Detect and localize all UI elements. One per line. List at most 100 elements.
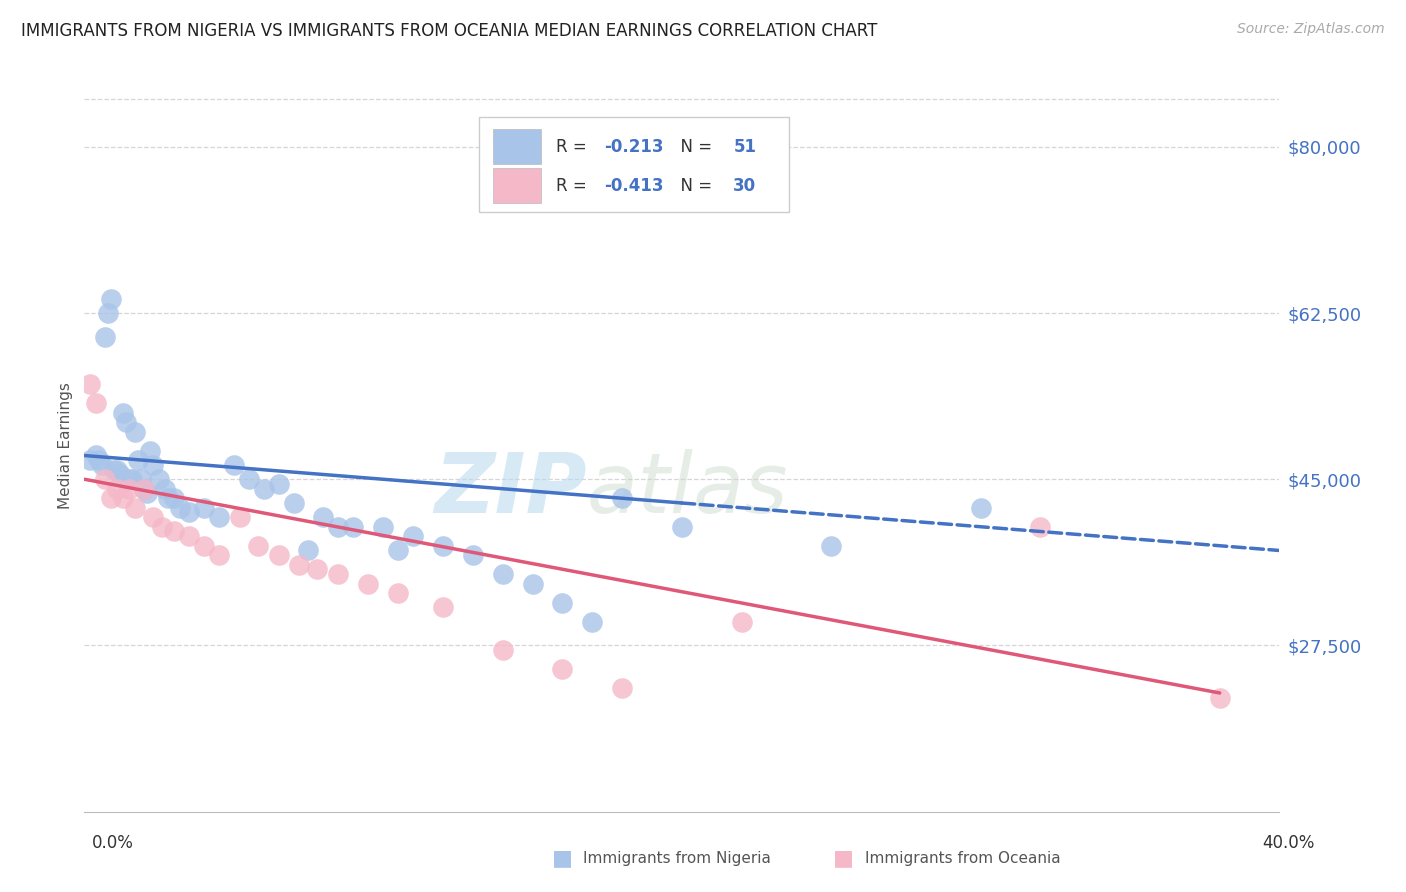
Point [492, 567, 515, 582]
Point [432, 539, 454, 553]
Point [105, 463, 128, 477]
Point [100, 491, 122, 506]
Point [307, 562, 329, 576]
FancyBboxPatch shape [494, 168, 541, 203]
Point [112, 406, 135, 420]
Point [91, 458, 114, 472]
Point [139, 443, 162, 458]
Point [238, 472, 260, 486]
Text: Source: ZipAtlas.com: Source: ZipAtlas.com [1237, 22, 1385, 37]
Point [461, 548, 484, 562]
Point [297, 543, 319, 558]
Point [129, 472, 152, 486]
Text: Immigrants from Nigeria: Immigrants from Nigeria [583, 851, 772, 865]
Point [163, 524, 186, 539]
Text: -0.413: -0.413 [605, 177, 664, 194]
Point [551, 662, 574, 676]
Point [132, 482, 156, 496]
Point [115, 415, 138, 429]
Point [97, 306, 120, 320]
Point [208, 548, 231, 562]
Point [492, 643, 515, 657]
Point [110, 467, 132, 482]
Text: R =: R = [557, 177, 592, 194]
Point [124, 500, 146, 515]
Point [246, 539, 269, 553]
Point [229, 510, 252, 524]
Point [105, 482, 128, 496]
Point [342, 520, 364, 534]
Text: 30: 30 [734, 177, 756, 194]
Point [124, 425, 146, 439]
Point [288, 558, 311, 572]
Point [581, 615, 603, 629]
Point [731, 615, 754, 629]
Point [121, 472, 143, 486]
Point [671, 520, 693, 534]
Point [177, 529, 200, 543]
Text: 40.0%: 40.0% [1263, 834, 1315, 852]
Y-axis label: Median Earnings: Median Earnings [58, 383, 73, 509]
Point [328, 520, 350, 534]
Point [283, 496, 305, 510]
Text: ZIP: ZIP [433, 450, 586, 531]
Point [432, 600, 454, 615]
Point [163, 491, 186, 506]
Point [522, 576, 544, 591]
Point [150, 520, 173, 534]
Point [208, 510, 231, 524]
Text: atlas: atlas [586, 450, 787, 531]
Point [267, 548, 290, 562]
Point [79, 453, 101, 467]
Point [94, 472, 117, 486]
Text: 51: 51 [734, 138, 756, 156]
Point [112, 491, 135, 506]
Point [551, 596, 574, 610]
Text: 0.0%: 0.0% [91, 834, 134, 852]
Point [612, 491, 634, 506]
Text: N =: N = [671, 177, 717, 194]
Point [118, 482, 141, 496]
Point [1209, 690, 1232, 705]
Point [253, 482, 276, 496]
Point [136, 486, 159, 500]
Point [118, 472, 141, 486]
Text: N =: N = [671, 138, 717, 156]
Point [86, 449, 108, 463]
Point [103, 463, 125, 477]
Point [132, 482, 156, 496]
Point [312, 510, 335, 524]
Point [177, 506, 200, 520]
Point [86, 396, 108, 410]
Point [79, 377, 101, 392]
Point [387, 586, 409, 600]
Point [357, 576, 380, 591]
Point [148, 472, 170, 486]
FancyBboxPatch shape [479, 117, 790, 212]
Text: ■: ■ [834, 848, 853, 868]
Point [373, 520, 395, 534]
Point [142, 458, 165, 472]
Point [100, 292, 122, 306]
Point [193, 500, 215, 515]
Point [193, 539, 215, 553]
Point [157, 491, 180, 506]
Point [1029, 520, 1052, 534]
Point [153, 482, 176, 496]
Point [820, 539, 842, 553]
Text: IMMIGRANTS FROM NIGERIA VS IMMIGRANTS FROM OCEANIA MEDIAN EARNINGS CORRELATION C: IMMIGRANTS FROM NIGERIA VS IMMIGRANTS FR… [21, 22, 877, 40]
Point [127, 453, 149, 467]
Point [970, 500, 993, 515]
Point [612, 681, 634, 696]
Text: R =: R = [557, 138, 592, 156]
Point [222, 458, 245, 472]
Text: Immigrants from Oceania: Immigrants from Oceania [865, 851, 1060, 865]
FancyBboxPatch shape [494, 129, 541, 164]
Text: ■: ■ [553, 848, 572, 868]
Point [89, 453, 111, 467]
Point [142, 510, 165, 524]
Point [94, 330, 117, 344]
Text: -0.213: -0.213 [605, 138, 664, 156]
Point [267, 477, 290, 491]
Point [169, 500, 191, 515]
